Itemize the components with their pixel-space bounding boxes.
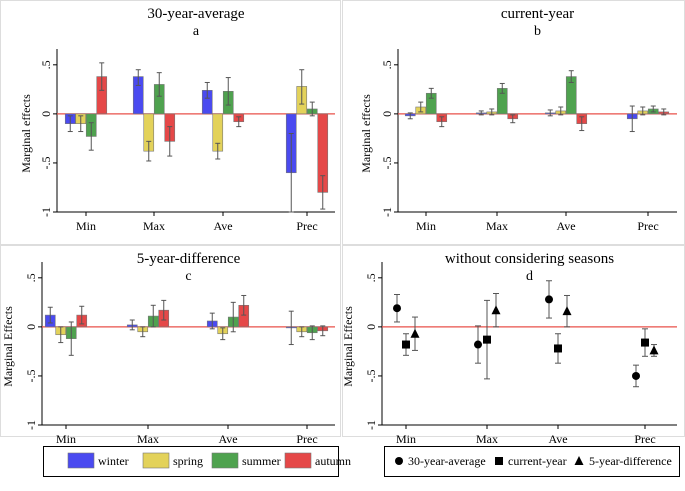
point-30-year-average-min bbox=[393, 304, 401, 313]
panel-b: current-year b -1 -.5 0 .5 Marginal effects Min… bbox=[342, 0, 685, 245]
point-30-year-average-prec bbox=[632, 371, 640, 380]
y-tick-label: .5 bbox=[39, 60, 53, 69]
y-tick-label: .5 bbox=[364, 273, 378, 282]
legend-models: 30-year-average current-year 5-year-differ… bbox=[384, 446, 680, 477]
legend-label-5-year-difference: 5-year-difference bbox=[589, 454, 672, 468]
legend-swatch-spring bbox=[142, 452, 170, 469]
y-tick-label: 0 bbox=[39, 111, 53, 117]
y-tick-label: 0 bbox=[24, 324, 38, 330]
point-current-year-min bbox=[402, 340, 410, 349]
panel-label: b bbox=[534, 24, 541, 39]
y-tick-label: -1 bbox=[380, 207, 394, 217]
legend-frame bbox=[384, 446, 680, 477]
x-tick-label: Ave bbox=[213, 219, 232, 233]
panel-title: current-year bbox=[501, 6, 574, 22]
y-tick-label: -.5 bbox=[364, 369, 378, 382]
panel-label: d bbox=[526, 269, 533, 284]
x-tick-label: Min bbox=[416, 219, 436, 233]
x-tick-label: Min bbox=[396, 432, 416, 446]
x-tick-label: Max bbox=[137, 432, 159, 446]
x-tick-label: Ave bbox=[548, 432, 567, 446]
y-tick-label: 0 bbox=[364, 324, 378, 330]
y-tick-label: -1 bbox=[364, 420, 378, 430]
legend-marker-circle bbox=[395, 457, 403, 465]
legend-label-summer: summer bbox=[242, 454, 281, 468]
x-tick-label: Max bbox=[476, 432, 498, 446]
y-tick-label: -.5 bbox=[24, 369, 38, 382]
legend-swatch-winter bbox=[67, 452, 95, 469]
panel-a: 30-year-average a -1 -.5 0 .5 Marginal effects… bbox=[0, 0, 341, 245]
legend-marker-square bbox=[495, 457, 503, 465]
legend-swatch-autumn bbox=[284, 452, 312, 469]
y-tick-label: -.5 bbox=[380, 156, 394, 169]
panel-c: 5-year-difference c -1 -.5 0 .5 Marginal Effec… bbox=[0, 245, 341, 446]
panel-title: 5-year-difference bbox=[137, 251, 241, 267]
x-tick-label: Prec bbox=[296, 219, 317, 233]
point-30-year-average-ave bbox=[545, 295, 553, 304]
legend-seasons: winter spring summer autumn bbox=[43, 446, 351, 477]
legend-label-winter: winter bbox=[98, 454, 129, 468]
x-tick-label: Min bbox=[76, 219, 96, 233]
panel-title: 30-year-average bbox=[147, 6, 244, 22]
point-5-year-difference-prec bbox=[649, 345, 659, 355]
point-30-year-average-max bbox=[474, 340, 482, 349]
panel-frame bbox=[0, 245, 341, 437]
x-tick-label: Max bbox=[486, 219, 508, 233]
y-tick-label: 0 bbox=[380, 111, 394, 117]
x-tick-label: Min bbox=[56, 432, 76, 446]
y-tick-label: .5 bbox=[24, 273, 38, 282]
point-5-year-difference-max bbox=[491, 305, 501, 315]
y-tick-label: -.5 bbox=[39, 156, 53, 169]
point-current-year-ave bbox=[554, 344, 562, 353]
y-tick-label: -1 bbox=[24, 420, 38, 430]
y-axis-label: Marginal effects bbox=[359, 94, 373, 173]
legend-label-current-year: current-year bbox=[508, 454, 567, 468]
x-tick-label: Max bbox=[143, 219, 165, 233]
x-tick-label: Prec bbox=[634, 432, 655, 446]
y-tick-label: -1 bbox=[39, 207, 53, 217]
panel-label: a bbox=[193, 24, 200, 39]
y-axis-label: Marginal Effects bbox=[341, 306, 355, 387]
panel-label: c bbox=[185, 269, 191, 284]
point-5-year-difference-min bbox=[410, 328, 420, 338]
point-current-year-max bbox=[483, 335, 491, 344]
x-tick-label: Prec bbox=[637, 219, 658, 233]
y-tick-label: .5 bbox=[380, 60, 394, 69]
point-current-year-prec bbox=[641, 338, 649, 347]
legend-label-autumn: autumn bbox=[315, 454, 351, 468]
x-tick-label: Ave bbox=[556, 219, 575, 233]
point-5-year-difference-ave bbox=[562, 306, 572, 316]
legend-swatch-summer bbox=[211, 452, 239, 469]
y-axis-label: Marginal Effects bbox=[1, 306, 15, 387]
legend-label-30-year-average: 30-year-average bbox=[408, 454, 486, 468]
x-tick-label: Prec bbox=[296, 432, 317, 446]
panel-frame bbox=[342, 245, 685, 437]
panel-title: without considering seasons bbox=[445, 251, 614, 267]
panel-d: without considering seasons d -1 -.5 0 .5 Marg… bbox=[341, 245, 685, 446]
x-tick-label: Ave bbox=[218, 432, 237, 446]
legend-marker-triangle bbox=[574, 456, 584, 465]
panel-frame bbox=[0, 0, 341, 245]
legend-label-spring: spring bbox=[173, 454, 203, 468]
y-axis-label: Marginal effects bbox=[19, 94, 33, 173]
